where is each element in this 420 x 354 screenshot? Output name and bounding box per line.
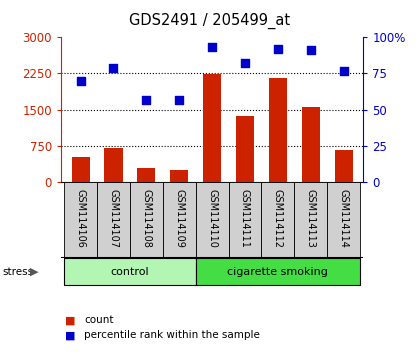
Bar	[269, 78, 287, 182]
Bar	[130, 182, 163, 258]
Bar	[196, 258, 360, 285]
Point	[307, 47, 314, 53]
Point	[176, 97, 183, 102]
Bar	[137, 168, 155, 182]
Text: GSM114108: GSM114108	[142, 189, 151, 248]
Bar	[170, 170, 188, 182]
Text: GSM114109: GSM114109	[174, 189, 184, 248]
Point	[110, 65, 117, 70]
Point	[275, 46, 281, 52]
Bar	[163, 182, 196, 258]
Bar	[327, 182, 360, 258]
Point	[209, 45, 215, 50]
Point	[77, 78, 84, 84]
Bar	[64, 258, 196, 285]
Bar	[97, 182, 130, 258]
Bar	[261, 182, 294, 258]
Text: percentile rank within the sample: percentile rank within the sample	[84, 330, 260, 340]
Text: GSM114112: GSM114112	[273, 189, 283, 249]
Point	[340, 68, 347, 73]
Text: GDS2491 / 205499_at: GDS2491 / 205499_at	[129, 12, 291, 29]
Bar	[335, 150, 353, 182]
Text: GSM114113: GSM114113	[306, 189, 316, 248]
Text: GSM114106: GSM114106	[76, 189, 86, 248]
Text: control: control	[110, 267, 149, 277]
Bar	[228, 182, 261, 258]
Bar	[105, 148, 123, 182]
Bar	[294, 182, 327, 258]
Text: GSM114111: GSM114111	[240, 189, 250, 248]
Text: count: count	[84, 315, 113, 325]
Text: GSM114107: GSM114107	[108, 189, 118, 249]
Bar	[203, 74, 221, 182]
Text: cigarette smoking: cigarette smoking	[227, 267, 328, 277]
Bar	[196, 182, 228, 258]
Bar	[71, 157, 89, 182]
Text: ■: ■	[65, 330, 76, 340]
Text: stress: stress	[2, 267, 33, 277]
Point	[241, 61, 248, 66]
Bar	[64, 182, 97, 258]
Point	[143, 97, 150, 102]
Text: GSM114114: GSM114114	[339, 189, 349, 248]
Bar	[236, 115, 254, 182]
Text: ■: ■	[65, 315, 76, 325]
Text: ▶: ▶	[30, 267, 39, 277]
Bar	[302, 107, 320, 182]
Text: GSM114110: GSM114110	[207, 189, 217, 248]
